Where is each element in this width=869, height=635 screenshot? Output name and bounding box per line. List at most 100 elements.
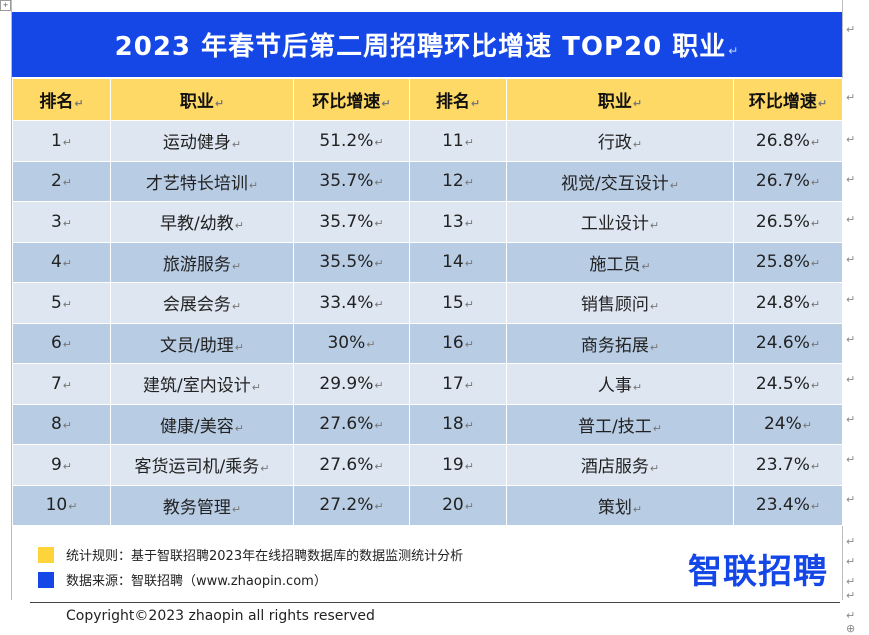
- job-cell: 文员/助理↵: [110, 322, 294, 364]
- header-rank: 排名↵: [409, 78, 507, 121]
- paragraph-mark-icon: ↵: [846, 133, 856, 146]
- job-cell: 人事↵: [506, 363, 734, 405]
- table-row: 3↵ 早教/幼教↵ 35.7%↵ 13↵ 工业设计↵ 26.5%↵: [12, 201, 843, 243]
- job-cell: 健康/美容↵: [110, 403, 294, 445]
- job-cell: 商务拓展↵: [506, 322, 734, 364]
- growth-cell: 30%↵: [293, 322, 410, 364]
- growth-cell: 23.7%↵: [733, 444, 843, 486]
- rank-cell: 12↵: [409, 160, 507, 202]
- paragraph-mark-icon: ↵: [846, 373, 856, 386]
- footer-divider: [30, 602, 840, 603]
- job-cell: 客货运司机/乘务↵: [110, 444, 294, 486]
- job-cell: 早教/幼教↵: [110, 201, 294, 243]
- table-row: 5↵ 会展会务↵ 33.4%↵ 15↵ 销售顾问↵ 24.8%↵: [12, 282, 843, 324]
- legend-source: 数据来源：智联招聘（www.zhaopin.com）: [38, 570, 327, 589]
- rank-cell: 5↵: [12, 282, 111, 324]
- header-growth: 环比增速↵: [733, 78, 843, 121]
- job-cell: 普工/技工↵: [506, 403, 734, 445]
- anchor-mark-icon: ⊕: [846, 622, 856, 635]
- header-growth: 环比增速↵: [293, 78, 410, 121]
- growth-cell: 26.7%↵: [733, 160, 843, 202]
- job-cell: 工业设计↵: [506, 201, 734, 243]
- job-cell: 建筑/室内设计↵: [110, 363, 294, 405]
- paragraph-mark-icon: ↵: [846, 213, 856, 226]
- paragraph-mark-icon: ↵: [846, 555, 856, 568]
- rank-cell: 13↵: [409, 201, 507, 243]
- growth-cell: 27.6%↵: [293, 444, 410, 486]
- growth-cell: 24.8%↵: [733, 282, 843, 324]
- rank-cell: 18↵: [409, 403, 507, 445]
- job-cell: 施工员↵: [506, 241, 734, 283]
- growth-cell: 23.4%↵: [733, 484, 843, 526]
- growth-cell: 35.5%↵: [293, 241, 410, 283]
- rank-cell: 6↵: [12, 322, 111, 364]
- paragraph-mark-icon: ↵: [846, 253, 856, 266]
- job-cell: 才艺特长培训↵: [110, 160, 294, 202]
- table-row: 8↵ 健康/美容↵ 27.6%↵ 18↵ 普工/技工↵ 24%↵: [12, 403, 843, 445]
- growth-cell: 29.9%↵: [293, 363, 410, 405]
- table-row: 10↵ 教务管理↵ 27.2%↵ 20↵ 策划↵ 23.4%↵: [12, 484, 843, 526]
- table-row: 2↵ 才艺特长培训↵ 35.7%↵ 12↵ 视觉/交互设计↵ 26.7%↵: [12, 160, 843, 202]
- page-margin-left: [11, 0, 12, 600]
- rank-cell: 7↵: [12, 363, 111, 405]
- table-row: 7↵ 建筑/室内设计↵ 29.9%↵ 17↵ 人事↵ 24.5%↵: [12, 363, 843, 405]
- rank-cell: 14↵: [409, 241, 507, 283]
- job-cell: 教务管理↵: [110, 484, 294, 526]
- page-margin-right: [842, 0, 843, 600]
- job-cell: 策划↵: [506, 484, 734, 526]
- paragraph-mark-icon: ↵: [846, 575, 856, 588]
- job-cell: 旅游服务↵: [110, 241, 294, 283]
- job-cell: 视觉/交互设计↵: [506, 160, 734, 202]
- rank-cell: 10↵: [12, 484, 111, 526]
- rank-cell: 2↵: [12, 160, 111, 202]
- growth-cell: 26.5%↵: [733, 201, 843, 243]
- paragraph-mark-icon: ↵: [846, 493, 856, 506]
- blue-square-icon: [38, 571, 54, 588]
- growth-cell: 24.5%↵: [733, 363, 843, 405]
- growth-cell: 27.6%↵: [293, 403, 410, 445]
- job-cell: 运动健身↵: [110, 120, 294, 162]
- paragraph-mark-icon: ↵: [846, 91, 856, 104]
- legend-source-text: 数据来源：智联招聘（www.zhaopin.com）: [66, 574, 327, 589]
- move-handle-icon[interactable]: +: [0, 0, 11, 11]
- paragraph-mark-icon: ↵: [846, 609, 856, 622]
- table-row: 1↵ 运动健身↵ 51.2%↵ 11↵ 行政↵ 26.8%↵: [12, 120, 843, 162]
- growth-cell: 33.4%↵: [293, 282, 410, 324]
- ranking-table: 排名↵ 职业↵ 环比增速↵ 排名↵ 职业↵ 环比增速↵ 1↵ 运动健身↵ 51.…: [12, 78, 843, 526]
- rank-cell: 11↵: [409, 120, 507, 162]
- rank-cell: 16↵: [409, 322, 507, 364]
- job-cell: 会展会务↵: [110, 282, 294, 324]
- table-row: 6↵ 文员/助理↵ 30%↵ 16↵ 商务拓展↵ 24.6%↵: [12, 322, 843, 364]
- yellow-square-icon: [38, 546, 54, 563]
- paragraph-mark-icon: ↵: [846, 293, 856, 306]
- paragraph-mark-icon: ↵: [846, 453, 856, 466]
- legend-rule-text: 统计规则：基于智联招聘2023年在线招聘数据库的数据监测统计分析: [66, 549, 464, 564]
- header-job: 职业↵: [110, 78, 294, 121]
- job-cell: 销售顾问↵: [506, 282, 734, 324]
- table-row: 9↵ 客货运司机/乘务↵ 27.6%↵ 19↵ 酒店服务↵ 23.7%↵: [12, 444, 843, 486]
- page-title: 2023 年春节后第二周招聘环比增速 TOP20 职业 ↵: [114, 32, 740, 62]
- rank-cell: 17↵: [409, 363, 507, 405]
- growth-cell: 24%↵: [733, 403, 843, 445]
- legend-rule: 统计规则：基于智联招聘2023年在线招聘数据库的数据监测统计分析: [38, 545, 463, 564]
- brand-logo: 智联招聘: [688, 552, 828, 592]
- copyright-text: Copyright©2023 zhaopin all rights reserv…: [66, 608, 375, 624]
- growth-cell: 27.2%↵: [293, 484, 410, 526]
- rank-cell: 15↵: [409, 282, 507, 324]
- rank-cell: 1↵: [12, 120, 111, 162]
- growth-cell: 25.8%↵: [733, 241, 843, 283]
- paragraph-mark-icon: ↵: [846, 413, 856, 426]
- rank-cell: 8↵: [12, 403, 111, 445]
- paragraph-mark-icon: ↵: [846, 173, 856, 186]
- paragraph-mark-icon: ↵: [846, 535, 856, 548]
- header-job: 职业↵: [506, 78, 734, 121]
- rank-cell: 3↵: [12, 201, 111, 243]
- paragraph-mark-icon: ↵: [846, 589, 856, 602]
- growth-cell: 26.8%↵: [733, 120, 843, 162]
- paragraph-mark-icon: ↵: [846, 333, 856, 346]
- job-cell: 行政↵: [506, 120, 734, 162]
- growth-cell: 35.7%↵: [293, 201, 410, 243]
- table-header-row: 排名↵ 职业↵ 环比增速↵ 排名↵ 职业↵ 环比增速↵: [12, 78, 843, 121]
- growth-cell: 24.6%↵: [733, 322, 843, 364]
